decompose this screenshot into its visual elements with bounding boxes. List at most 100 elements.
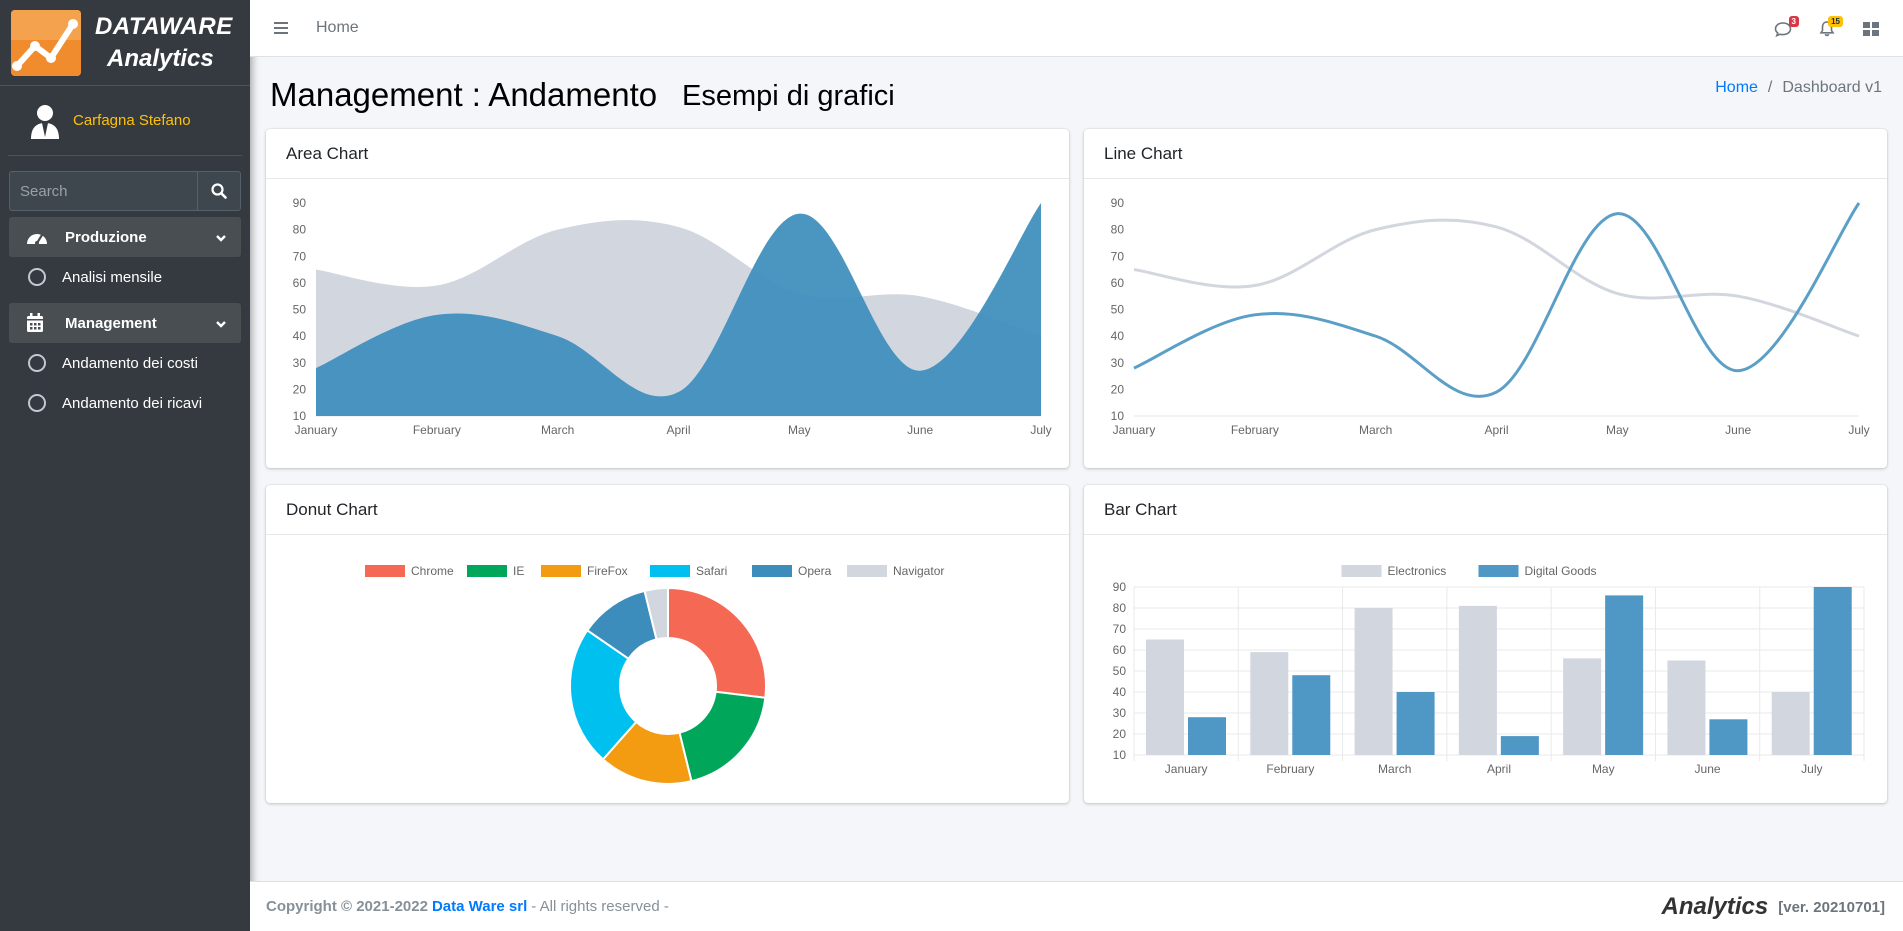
y-tick-label: 30 <box>1113 706 1127 720</box>
y-tick-label: 60 <box>1111 276 1125 290</box>
footer-copyright: Copyright © 2021-2022 <box>266 898 428 915</box>
legend-label: Chrome <box>411 564 454 578</box>
y-tick-label: 40 <box>1113 685 1127 699</box>
card-title: Area Chart <box>266 129 1069 179</box>
legend-label: Safari <box>696 564 727 578</box>
legend-swatch <box>541 565 581 577</box>
search-icon <box>211 183 227 199</box>
footer-company-link[interactable]: Data Ware srl <box>431 898 528 915</box>
bar <box>1500 736 1539 755</box>
legend-label: FireFox <box>587 564 628 578</box>
y-tick-label: 20 <box>1111 382 1125 396</box>
footer-brand: Analytics <box>1661 893 1769 920</box>
x-tick-label: January <box>1113 423 1156 437</box>
nav-group-label: Produzione <box>65 228 147 246</box>
user-panel: Carfagna Stefano <box>8 86 242 156</box>
bar <box>1146 639 1184 755</box>
circle-icon <box>28 354 46 372</box>
area-chart: 10 20 30 40 50 60 70 80 90 January February March Ap… <box>293 196 1052 437</box>
chevron-down-icon <box>215 316 227 333</box>
legend-swatch <box>467 565 507 577</box>
x-tick-label: February <box>413 423 461 437</box>
y-tick-label: 60 <box>293 276 307 290</box>
card-title: Bar Chart <box>1084 485 1887 535</box>
y-tick-label: 20 <box>1113 727 1127 741</box>
search-input[interactable] <box>9 171 197 211</box>
y-tick-label: 10 <box>1111 409 1125 423</box>
donut-slice <box>569 628 638 761</box>
grid-icon <box>1863 21 1879 36</box>
y-tick-label: 80 <box>1111 223 1125 237</box>
sidebar-item-andamento-costi[interactable]: Andamento dei costi <box>0 343 250 383</box>
y-tick-label: 70 <box>293 249 307 263</box>
y-tick-label: 90 <box>1113 580 1127 594</box>
x-tick-label: May <box>1606 423 1629 437</box>
legend-swatch <box>847 565 887 577</box>
notifications-badge: 15 <box>1828 16 1843 27</box>
brand-link[interactable]: DATAWARE Analytics <box>0 0 250 86</box>
legend-label: Opera <box>798 564 832 578</box>
notifications-button[interactable]: 15 <box>1805 0 1849 57</box>
line-series-0 <box>1133 218 1860 338</box>
x-tick-label: March <box>541 423 574 437</box>
messages-badge: 3 <box>1788 16 1799 27</box>
area-series-1 <box>316 203 1041 416</box>
bar <box>1188 717 1226 755</box>
x-tick-label: July <box>1030 423 1051 437</box>
sidebar-item-andamento-ricavi[interactable]: Andamento dei ricavi <box>0 383 250 423</box>
apps-button[interactable] <box>1849 0 1893 57</box>
y-tick-label: 70 <box>1113 622 1127 636</box>
legend-swatch <box>1341 565 1382 577</box>
line-chart: 10 20 30 40 50 60 70 80 90 January February March Ap… <box>1111 196 1870 437</box>
x-tick-label: May <box>788 423 811 437</box>
y-tick-label: 50 <box>1111 303 1125 317</box>
y-tick-label: 50 <box>1113 664 1127 678</box>
messages-button[interactable]: 3 <box>1761 0 1805 57</box>
legend-label: IE <box>513 564 524 578</box>
donut-slice <box>643 586 669 641</box>
y-tick-label: 60 <box>1113 643 1127 657</box>
y-tick-label: 50 <box>293 303 307 317</box>
x-tick-label: January <box>295 423 338 437</box>
bar <box>1250 652 1289 755</box>
legend-label: Navigator <box>893 564 944 578</box>
breadcrumb-home-link[interactable]: Home <box>1715 79 1758 96</box>
y-tick-label: 70 <box>1111 249 1125 263</box>
brand-logo-icon <box>11 9 81 76</box>
y-tick-label: 10 <box>1113 748 1127 762</box>
legend-swatch <box>1478 565 1519 577</box>
donut-chart: Chrome IE FireFox Safari Opera Navigator <box>365 564 944 785</box>
user-avatar-icon <box>29 103 61 139</box>
chevron-down-icon <box>215 230 227 247</box>
line-series-1 <box>1133 202 1861 398</box>
y-tick-label: 90 <box>1111 196 1125 210</box>
donut-slice <box>667 586 767 699</box>
donut-chart-card: Donut Chart Chrome IE FireFox Safari Opera Na… <box>266 485 1069 803</box>
bar <box>1458 605 1497 755</box>
x-tick-label: March <box>1378 762 1411 776</box>
nav-group-produzione[interactable]: Produzione <box>9 217 241 257</box>
hamburger-menu-icon[interactable] <box>274 19 288 37</box>
bar <box>1667 660 1706 755</box>
nav-group-management[interactable]: Management <box>9 303 241 343</box>
nav-home-link[interactable]: Home <box>316 19 359 36</box>
legend-label: Electronics <box>1388 564 1447 578</box>
user-name-link[interactable]: Carfagna Stefano <box>73 112 191 129</box>
x-tick-label: April <box>1484 423 1508 437</box>
sidebar-item-analisi-mensile[interactable]: Analisi mensile <box>0 257 250 297</box>
footer-version: [ver. 20210701] <box>1778 898 1885 916</box>
sidebar-item-label: Analisi mensile <box>62 268 163 286</box>
nav-group-label: Management <box>65 314 157 332</box>
page-title: Management : Andamento <box>270 76 658 113</box>
y-tick-label: 80 <box>1113 601 1127 615</box>
bar <box>1354 608 1393 755</box>
bar <box>1709 719 1748 755</box>
footer: Copyright © 2021-2022 Data Ware srl - Al… <box>250 881 1903 931</box>
legend-swatch <box>752 565 792 577</box>
comments-icon <box>1774 21 1792 37</box>
bar <box>1813 587 1852 755</box>
x-tick-label: July <box>1848 423 1869 437</box>
bar <box>1771 692 1810 755</box>
y-tick-label: 30 <box>1111 356 1125 370</box>
search-button[interactable] <box>197 171 241 211</box>
